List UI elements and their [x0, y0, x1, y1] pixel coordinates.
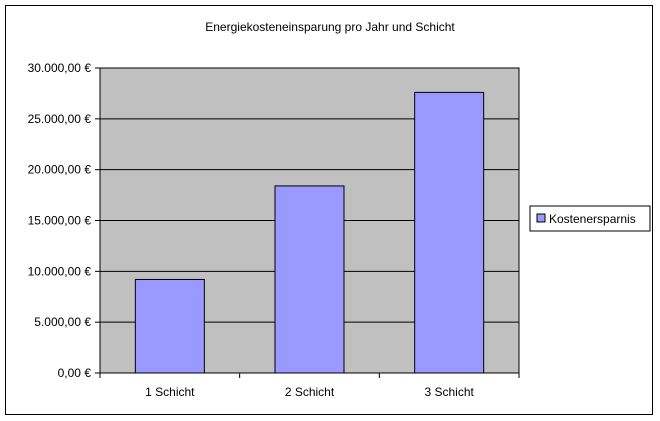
- x-tick-label: 1 Schicht: [145, 385, 195, 399]
- y-tick-label: 25.000,00 €: [28, 112, 92, 126]
- y-tick-label: 20.000,00 €: [28, 163, 92, 177]
- y-axis: 0,00 € 5.000,00 € 10.000,00 € 15.000,00 € 20…: [28, 61, 100, 380]
- y-tick-label: 5.000,00 €: [34, 315, 91, 329]
- legend-box: [529, 205, 651, 232]
- legend-label: Kostenersparnis: [549, 212, 636, 226]
- bars: [134, 91, 485, 374]
- chart-title: Energiekosteneinsparung pro Jahr und Sch…: [205, 20, 455, 34]
- x-tick-label: 2 Schicht: [285, 385, 335, 399]
- y-tick-label: 0,00 €: [58, 366, 92, 380]
- y-tick-label: 10.000,00 €: [28, 264, 92, 278]
- x-axis: 1 Schicht 2 Schicht 3 Schicht: [99, 373, 520, 399]
- y-tick-label: 30.000,00 €: [28, 61, 92, 75]
- bar: [274, 185, 345, 374]
- legend-swatch: [536, 213, 546, 223]
- bar: [414, 91, 485, 374]
- bar: [134, 278, 205, 374]
- x-tick-label: 3 Schicht: [424, 385, 474, 399]
- y-tick-label: 15.000,00 €: [28, 214, 92, 228]
- legend: Kostenersparnis: [529, 205, 651, 232]
